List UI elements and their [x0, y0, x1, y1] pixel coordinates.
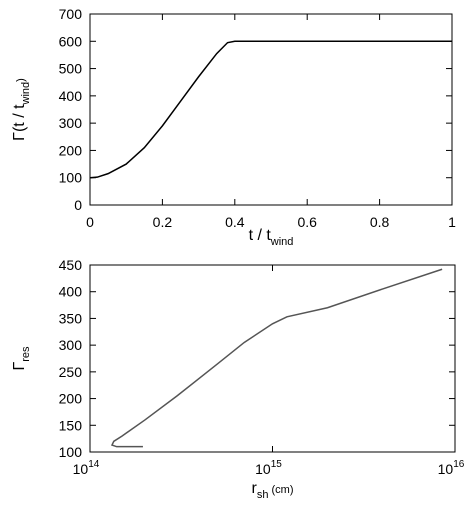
x-tick-label: 0.8: [370, 214, 390, 230]
y-tick-label: 200: [59, 391, 83, 407]
x-tick-base: 10: [255, 461, 271, 477]
label-part: ): [15, 78, 27, 82]
y-tick-label: 400: [59, 284, 83, 300]
y-tick-label: 500: [59, 61, 83, 77]
y-tick-label: 300: [59, 337, 83, 353]
y-tick-label: 250: [59, 364, 83, 380]
x-tick-exponent: 16: [453, 459, 465, 470]
y-tick-label: 350: [59, 310, 83, 326]
label-part: t / t: [249, 227, 272, 244]
label-part: Γ(t / t: [11, 104, 28, 141]
y-tick-label: 400: [59, 88, 83, 104]
x-tick-exponent: 15: [271, 459, 283, 470]
data-line: [89, 40, 452, 179]
y-tick-label: 100: [59, 444, 83, 460]
x-tick-label: 1015: [255, 459, 282, 477]
label-part: r: [252, 480, 258, 497]
x-tick-label: 0.2: [153, 214, 173, 230]
y-tick-label: 600: [59, 33, 83, 49]
x-tick-label: 0.6: [297, 214, 317, 230]
label-part: sh: [257, 489, 269, 501]
x-tick-label: 0.4: [225, 214, 245, 230]
x-tick-label: 0: [86, 214, 94, 230]
data-line: [110, 268, 443, 448]
y-tick-label: 450: [59, 257, 83, 273]
label-part: wind: [270, 236, 294, 248]
label-part: Γ: [11, 362, 28, 371]
label-part: wind: [20, 82, 32, 106]
y-tick-label: 200: [59, 142, 83, 158]
y-tick-label: 100: [59, 170, 83, 186]
plot-frame: [89, 13, 453, 206]
label-part: res: [20, 346, 32, 362]
x-axis-label: rsh (cm): [252, 480, 294, 501]
y-tick-label: 150: [59, 417, 83, 433]
x-tick-label: 1: [448, 214, 456, 230]
plot-frame: [89, 264, 456, 453]
x-tick-label: 1016: [438, 459, 465, 477]
x-tick-base: 10: [438, 461, 454, 477]
x-tick-base: 10: [73, 461, 89, 477]
y-tick-label: 700: [59, 6, 83, 22]
y-axis-label: Γres: [11, 346, 32, 371]
x-tick-label: 1014: [73, 459, 100, 477]
y-tick-label: 300: [59, 115, 83, 131]
y-tick-label: 0: [74, 197, 82, 213]
x-tick-exponent: 14: [88, 459, 100, 470]
x-axis-label: t / twind: [249, 227, 294, 248]
label-part: (cm): [268, 484, 293, 496]
y-axis-label: Γ(t / twind): [11, 78, 32, 141]
